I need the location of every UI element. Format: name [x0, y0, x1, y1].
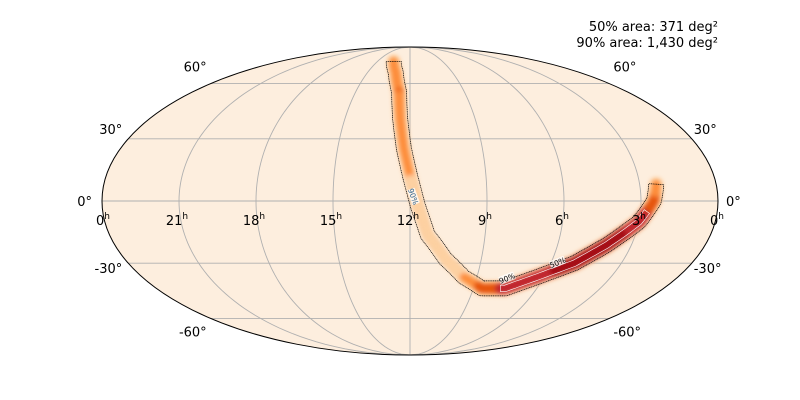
area-summary-line: 50% area: 371 deg² — [589, 20, 718, 35]
hour-unit: h — [640, 212, 646, 222]
ra-edge-tick-label: 0h — [710, 212, 724, 229]
contour-50 — [500, 209, 650, 292]
dec-tick-label-right: 30° — [694, 123, 717, 138]
probability-core — [389, 57, 661, 295]
dec-tick-label-right: -60° — [613, 325, 641, 340]
hour-unit: h — [718, 212, 724, 222]
contour-label-bg — [548, 255, 567, 269]
contour-90 — [385, 61, 665, 297]
meridian-line — [409, 47, 642, 355]
hour-unit: h — [486, 212, 492, 222]
hour-unit: h — [336, 212, 342, 222]
dec-tick-label-left: -30° — [95, 262, 123, 277]
dec-tick-label-left: -60° — [179, 325, 207, 340]
sky-boundary — [101, 46, 719, 356]
hour-unit: h — [563, 212, 569, 222]
dec-tick-label-left: 0° — [77, 195, 92, 210]
hour-unit: h — [259, 212, 265, 222]
area-summary-line: 90% area: 1,430 deg² — [576, 36, 718, 51]
meridian-line — [409, 47, 565, 355]
hour-unit: h — [182, 212, 188, 222]
hour-unit: h — [104, 212, 110, 222]
dec-tick-label-right: 0° — [726, 195, 741, 210]
contour-label-bg — [498, 271, 516, 285]
dec-tick-label-left: 30° — [99, 123, 122, 138]
hour-unit: h — [413, 212, 419, 222]
meridian-line — [178, 47, 411, 355]
dec-tick-label-right: 60° — [613, 61, 636, 76]
meridian-line — [409, 47, 488, 355]
dec-tick-label-right: -30° — [694, 262, 722, 277]
meridian-line — [332, 47, 411, 355]
meridian-line — [255, 47, 411, 355]
contour-label-bg — [407, 187, 420, 206]
dec-tick-label-left: 60° — [184, 61, 207, 76]
